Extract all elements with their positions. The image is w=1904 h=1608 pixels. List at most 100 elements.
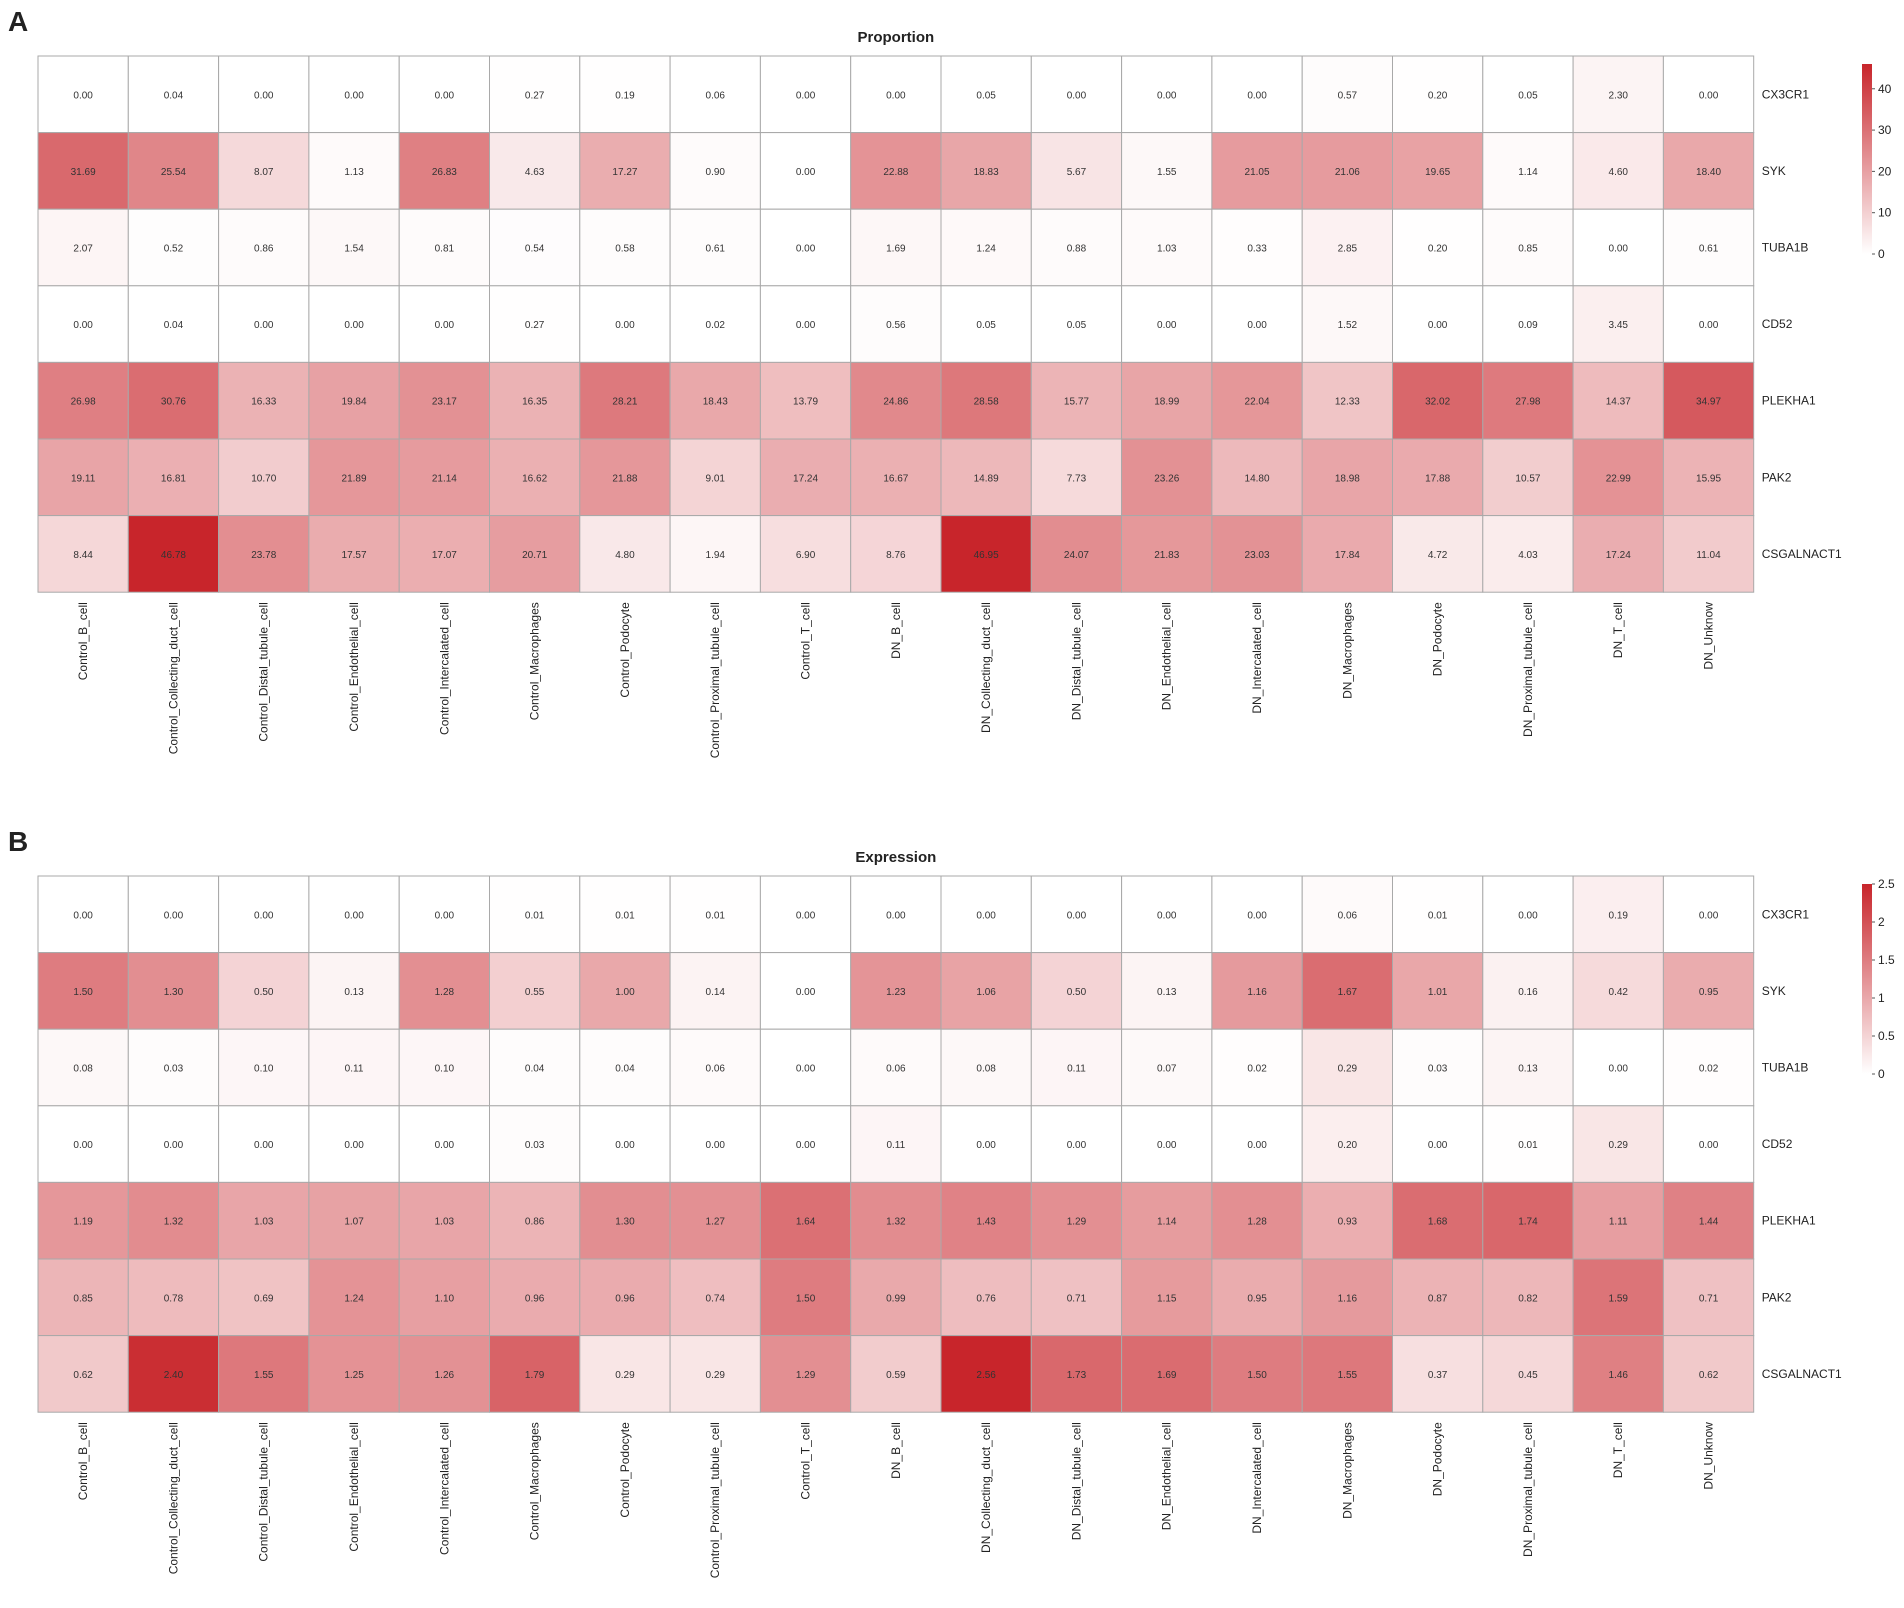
cell-value-label: 0.04 [164, 90, 184, 101]
cell-value-label: 0.20 [1428, 244, 1448, 255]
heatmap-cell [489, 1105, 581, 1183]
cell-value-label: 19.11 [71, 473, 96, 484]
heatmap-cell [669, 438, 761, 517]
cell-value-label: 0.20 [1428, 90, 1448, 101]
cell-value-label: 1.67 [1338, 987, 1358, 998]
legend-tick-label: 0.5 [1878, 1029, 1895, 1043]
heatmap-cell [669, 1028, 761, 1107]
heatmap-cell [489, 361, 581, 440]
cell-value-label: 46.95 [974, 550, 999, 561]
heatmap-cell [398, 952, 491, 1030]
heatmap-cell [1301, 1335, 1393, 1413]
heatmap-cell [1392, 875, 1484, 954]
cell-value-label: 0.03 [1428, 1064, 1448, 1075]
column-label: Control_Distal_tubule_cell [257, 1422, 271, 1561]
heatmap-cell [489, 55, 581, 134]
heatmap-cell [489, 515, 581, 593]
heatmap-cell [1121, 438, 1213, 517]
color-legend-bar [1862, 884, 1872, 1074]
heatmap-cell [1662, 1105, 1755, 1183]
cell-value-label: 11.04 [1696, 550, 1721, 561]
cell-value-label: 0.50 [1067, 987, 1087, 998]
column-label: Control_Macrophages [528, 1422, 542, 1540]
cell-value-label: 0.88 [1067, 244, 1087, 255]
cell-value-label: 0.90 [706, 167, 726, 178]
column-label: DN_B_cell [889, 602, 903, 659]
heatmap-cell [1572, 1335, 1664, 1413]
heatmap-cell [308, 285, 400, 363]
heatmap-cell [669, 1258, 761, 1337]
legend-tick-label: 20 [1878, 164, 1892, 178]
cell-value-label: 18.43 [703, 397, 728, 408]
cell-value-label: 0.00 [344, 90, 364, 101]
legend-tick-label: 40 [1878, 82, 1892, 96]
heatmap-cell [759, 1258, 852, 1337]
heatmap-cell [37, 1105, 129, 1183]
column-label: Control_Distal_tubule_cell [257, 602, 271, 741]
cell-value-label: 1.55 [1338, 1370, 1358, 1381]
cell-value-label: 0.00 [796, 987, 816, 998]
cell-value-label: 0.13 [1157, 987, 1177, 998]
cell-value-label: 0.27 [525, 90, 545, 101]
cell-value-label: 0.29 [1609, 1140, 1629, 1151]
cell-value-label: 1.03 [1157, 244, 1177, 255]
heatmap-cell [398, 1028, 491, 1107]
cell-value-label: 1.30 [615, 1217, 635, 1228]
cell-value-label: 0.00 [1609, 1064, 1629, 1075]
cell-value-label: 0.00 [1247, 90, 1267, 101]
heatmap-cell [940, 875, 1032, 954]
heatmap-cell [1482, 438, 1574, 517]
heatmap-cell [218, 952, 310, 1030]
cell-value-label: 0.06 [1338, 910, 1358, 921]
cell-value-label: 17.57 [342, 550, 367, 561]
cell-value-label: 0.16 [1518, 987, 1538, 998]
cell-value-label: 0.54 [525, 244, 545, 255]
column-label: DN_Unknow [1702, 1422, 1716, 1490]
cell-value-label: 0.00 [1157, 1140, 1177, 1151]
cell-value-label: 1.50 [1247, 1370, 1267, 1381]
heatmap-cell [1211, 55, 1303, 134]
cell-value-label: 0.00 [254, 1140, 274, 1151]
heatmap-cell [37, 361, 129, 440]
cell-value-label: 0.61 [706, 244, 726, 255]
heatmap-cell [669, 952, 761, 1030]
heatmap-cell [669, 1105, 761, 1183]
heatmap-cell [1392, 1335, 1484, 1413]
heatmap-cell [398, 1335, 491, 1413]
cell-value-label: 16.67 [883, 473, 908, 484]
heatmap-cell [1121, 1028, 1213, 1107]
heatmap-cell [1030, 55, 1123, 134]
cell-value-label: 4.80 [615, 550, 635, 561]
cell-value-label: 0.86 [254, 244, 274, 255]
cell-value-label: 0.29 [1338, 1064, 1358, 1075]
cell-value-label: 28.21 [612, 397, 637, 408]
cell-value-label: 1.14 [1157, 1217, 1177, 1228]
cell-value-label: 1.10 [435, 1293, 455, 1304]
cell-value-label: 0.00 [706, 1140, 726, 1151]
heatmap-cell [127, 1105, 220, 1183]
row-label: PLEKHA1 [1762, 394, 1816, 408]
cell-value-label: 0.52 [164, 244, 184, 255]
heatmap-cell [759, 875, 852, 954]
cell-value-label: 12.33 [1335, 397, 1360, 408]
heatmap-cell [669, 208, 761, 287]
cell-value-label: 14.80 [1245, 473, 1270, 484]
heatmap-cell [1482, 208, 1574, 287]
column-label: Control_Intercalated_cell [437, 1422, 451, 1555]
heatmap-cell [669, 875, 761, 954]
heatmap-cell [1030, 1258, 1123, 1337]
heatmap-cell [308, 1181, 400, 1260]
heatmap-cell [1211, 1105, 1303, 1183]
cell-value-label: 0.00 [1067, 910, 1087, 921]
heatmap-cell [1211, 1335, 1303, 1413]
cell-value-label: 21.05 [1245, 167, 1270, 178]
heatmap-cell [1662, 515, 1755, 593]
cell-value-label: 0.00 [796, 910, 816, 921]
column-label: DN_Unknow [1702, 602, 1716, 670]
cell-value-label: 0.37 [1428, 1370, 1448, 1381]
column-label: DN_Distal_tubule_cell [1069, 1422, 1083, 1540]
heatmap-cell [37, 515, 129, 593]
cell-value-label: 24.86 [883, 397, 908, 408]
heatmap-cell [940, 1105, 1032, 1183]
cell-value-label: 1.64 [796, 1217, 816, 1228]
